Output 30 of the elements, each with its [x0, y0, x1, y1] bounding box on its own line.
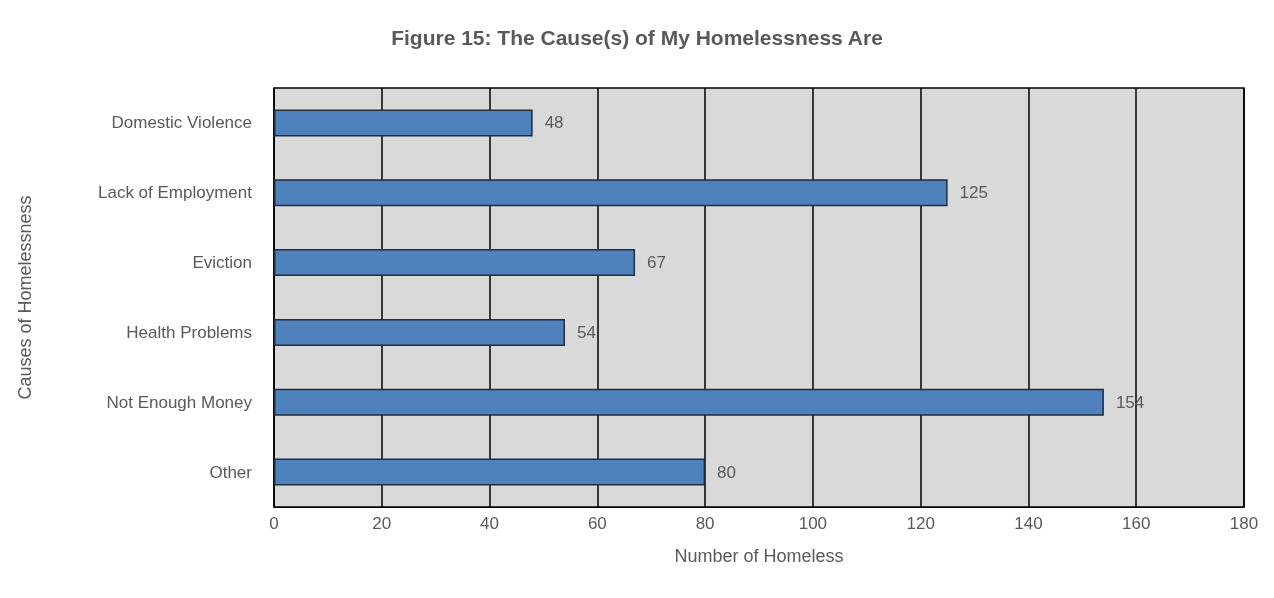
y-tick-label: Health Problems	[126, 322, 252, 342]
data-label: 48	[544, 113, 564, 133]
bar	[274, 109, 533, 137]
data-label: 54	[577, 322, 596, 342]
x-tick-label: 100	[798, 514, 828, 533]
bar	[274, 318, 565, 346]
y-tick-label: Other	[209, 462, 253, 482]
y-tick-label: Lack of Employment	[97, 183, 253, 203]
x-axis-title: Number of Homeless	[674, 546, 844, 566]
y-axis-title: Causes of Homelessness	[15, 195, 35, 400]
data-label: 125	[959, 183, 988, 203]
y-tick-label: Eviction	[192, 253, 252, 273]
x-tick-label: 40	[480, 514, 500, 533]
bar	[274, 458, 706, 486]
bar	[274, 249, 636, 277]
x-tick-label: 0	[269, 514, 279, 533]
bar	[274, 179, 948, 207]
x-tick-label: 180	[1229, 514, 1259, 533]
data-label: 80	[717, 462, 737, 482]
x-tick-label: 60	[587, 514, 607, 533]
x-tick-label: 140	[1014, 514, 1043, 533]
y-tick-label: Domestic Violence	[111, 113, 252, 133]
chart-title: Figure 15: The Cause(s) of My Homelessness Are	[391, 26, 883, 49]
data-label: 67	[647, 253, 666, 273]
x-tick-label: 80	[695, 514, 715, 533]
y-tick-label: Not Enough Money	[106, 392, 253, 412]
bar	[274, 388, 1104, 416]
x-tick-label: 20	[372, 514, 392, 533]
x-tick-label: 120	[906, 514, 935, 533]
x-tick-label: 160	[1122, 514, 1151, 533]
